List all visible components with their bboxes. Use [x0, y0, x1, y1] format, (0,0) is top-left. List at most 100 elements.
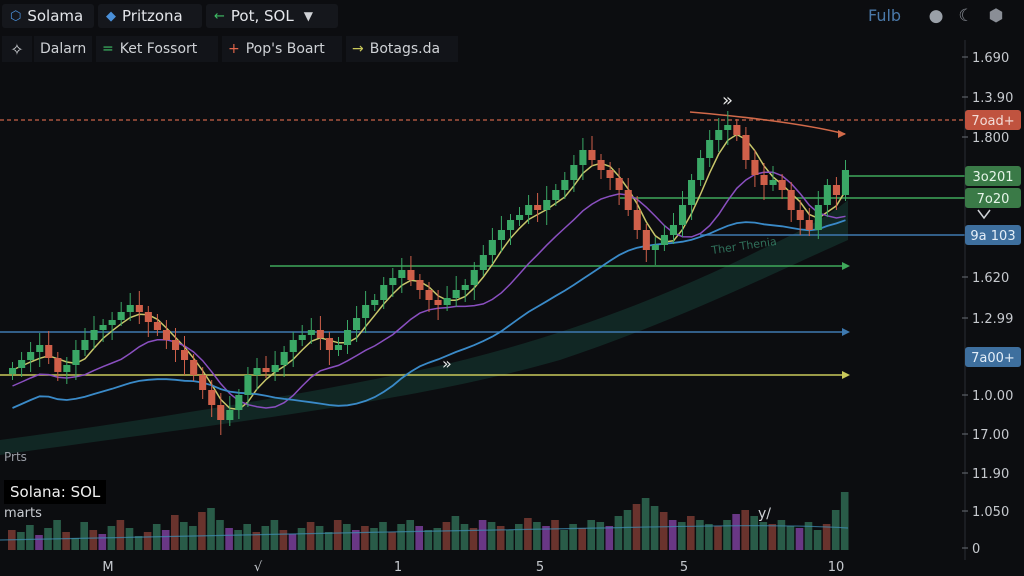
volume-bar — [732, 514, 740, 550]
volume-bar — [696, 520, 704, 550]
symbol-label: Pot, SOL — [230, 7, 294, 25]
candle-body — [570, 165, 578, 180]
volume-bar — [641, 498, 650, 550]
cube-icon[interactable]: ⬢ — [988, 6, 1004, 26]
legend-label: Botags.da — [369, 41, 441, 57]
candle-body — [316, 330, 324, 338]
volume-bar — [26, 525, 34, 550]
volume-bar — [171, 515, 179, 550]
candle-body — [380, 285, 388, 300]
volume-bar — [352, 530, 360, 550]
candle-body — [497, 230, 505, 240]
x-axis: M √ 1 5 5 10 — [102, 560, 844, 575]
candle-body — [588, 150, 596, 160]
candle-body — [787, 190, 795, 210]
volume-ma-line — [0, 525, 849, 541]
volume-bar — [777, 520, 786, 550]
candle-body — [72, 350, 80, 365]
legend-item-ket-fossort[interactable]: = Ket Fossort — [96, 36, 218, 62]
candle-body — [679, 205, 687, 225]
candle-body — [235, 395, 243, 410]
candle-body — [715, 130, 723, 140]
tab-solama[interactable]: ⬡ Solama — [2, 4, 94, 28]
candle-body — [633, 210, 641, 230]
volume-bar — [650, 506, 659, 550]
candle-body — [325, 338, 333, 350]
volume-bar — [134, 536, 143, 550]
candle-body — [117, 312, 125, 320]
symbol-selector[interactable]: ← Pot, SOL ▼ — [206, 4, 338, 28]
volume-bar — [297, 528, 306, 550]
star-icon[interactable]: ✧ — [2, 36, 32, 62]
candles — [9, 111, 849, 435]
volume-bar — [804, 522, 813, 550]
candle-body — [651, 245, 659, 250]
candle-body — [579, 150, 587, 165]
candle-body — [660, 235, 668, 245]
candle-body — [443, 298, 451, 305]
level-arrow-icon — [842, 262, 850, 270]
y-tick-label: 11.90 — [972, 467, 1009, 482]
trend-band — [0, 200, 848, 455]
x-tick-label: 10 — [828, 560, 845, 575]
candle-body — [479, 255, 487, 270]
volume-bar — [822, 524, 831, 550]
y-tick-label: 1.800 — [972, 131, 1009, 146]
y-tick-label: 1.3.90 — [972, 91, 1013, 106]
volume-bar — [831, 510, 840, 550]
candle-body — [669, 225, 677, 235]
candle-body — [452, 290, 460, 298]
volume-bar — [343, 524, 351, 550]
volume-bar — [533, 522, 541, 550]
fulb-link[interactable]: Fulb — [868, 6, 902, 25]
candle-body — [289, 340, 297, 352]
candle-body — [271, 365, 279, 372]
legend-item-botags[interactable]: → Botags.da — [346, 36, 458, 62]
candle-body — [642, 230, 650, 250]
lightbulb-icon[interactable]: ● — [928, 6, 944, 26]
volume-bar — [89, 530, 98, 550]
candle-body — [814, 205, 822, 230]
volume-bar — [614, 516, 623, 550]
candle-body — [362, 305, 370, 318]
volume-bar — [542, 526, 550, 550]
candle-body — [371, 300, 379, 305]
volume-bar — [116, 520, 125, 550]
candle-body — [470, 270, 478, 285]
volume-bar — [569, 524, 577, 550]
volume-bar — [143, 532, 152, 550]
volume-bar — [560, 530, 568, 550]
price-badge-label: 7o20 — [977, 192, 1010, 207]
arrow-left-icon: ← — [214, 8, 225, 24]
legend-item-dalarn[interactable]: Dalarn — [34, 36, 92, 62]
volume-bar — [687, 516, 695, 550]
volume-bar — [515, 524, 523, 550]
candle-body — [244, 375, 252, 395]
candle-body — [280, 352, 288, 365]
volume-bar — [605, 526, 614, 550]
price-badge-label: 7oad+ — [971, 114, 1014, 129]
ma-red-line — [689, 111, 846, 135]
candle-body — [407, 270, 415, 280]
ma-red-arrow-icon — [838, 130, 846, 138]
candle-body — [724, 125, 732, 130]
annotation-marker: » — [442, 354, 452, 373]
chevron-down-icon: ▼ — [303, 9, 313, 23]
volume-bar — [234, 530, 242, 550]
volume-bar — [759, 522, 768, 550]
price-badges: 7oad+ 3o201 7o20 9a 103 7a00+ — [965, 110, 1021, 367]
candle-body — [516, 215, 524, 220]
candle-body — [262, 368, 270, 372]
tab-pritzona[interactable]: ◆ Pritzona — [98, 4, 202, 28]
horizontal-lines — [0, 119, 965, 379]
candle-body — [769, 180, 777, 185]
candle-body — [823, 185, 831, 205]
volume-bar — [243, 524, 251, 550]
volume-bar — [225, 528, 233, 550]
volume-bar — [252, 532, 261, 550]
moon-icon[interactable]: ☾ — [958, 6, 974, 26]
legend-item-pops-boart[interactable]: + Pop's Boart — [222, 36, 342, 62]
price-badge-label: 3o201 — [972, 170, 1013, 185]
candle-body — [706, 140, 714, 158]
